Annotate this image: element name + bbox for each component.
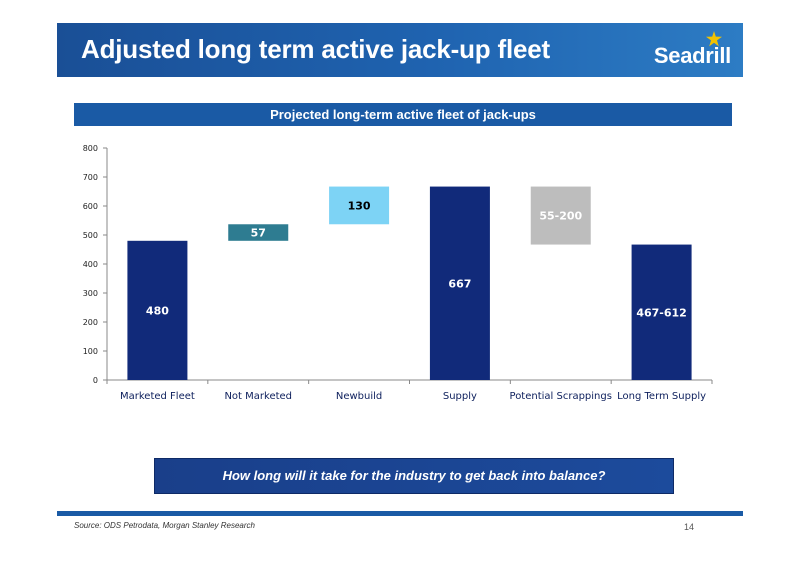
y-tick-label: 800 — [83, 144, 98, 153]
bar — [228, 224, 289, 241]
x-tick-label: Not Marketed — [224, 391, 292, 402]
bar — [329, 186, 390, 225]
y-tick-label: 200 — [83, 318, 98, 327]
x-tick-label: Supply — [443, 391, 477, 402]
bar — [631, 244, 692, 380]
page-number: 14 — [684, 522, 695, 532]
data-label: 55-200 — [539, 210, 582, 223]
data-label: 467-612 — [636, 306, 687, 319]
x-tick-label: Newbuild — [336, 391, 382, 402]
y-tick-label: 300 — [83, 289, 98, 298]
bar — [429, 186, 490, 380]
chart-title: Projected long-term active fleet of jack… — [74, 103, 732, 126]
star-icon — [706, 31, 722, 47]
y-tick-label: 400 — [83, 260, 98, 269]
bar — [530, 186, 591, 245]
header-band: Adjusted long term active jack-up fleet … — [57, 23, 743, 77]
logo-text: Seadrill — [653, 43, 731, 68]
data-label: 667 — [448, 277, 471, 290]
data-label: 57 — [251, 227, 266, 240]
slide-title: Adjusted long term active jack-up fleet — [81, 34, 550, 64]
y-tick-label: 0 — [93, 376, 98, 385]
x-tick-label: Long Term Supply — [617, 391, 706, 402]
y-tick-label: 500 — [83, 231, 98, 240]
data-label: 130 — [348, 199, 371, 212]
seadrill-logo: Seadrill — [631, 31, 731, 69]
question-callout: How long will it take for the industry t… — [154, 458, 674, 494]
source-note: Source: ODS Petrodata, Morgan Stanley Re… — [74, 521, 255, 530]
x-tick-label: Marketed Fleet — [120, 391, 195, 402]
bar — [127, 240, 188, 380]
footer-rule — [57, 511, 743, 516]
y-tick-label: 100 — [83, 347, 98, 356]
y-tick-label: 600 — [83, 202, 98, 211]
y-tick-label: 700 — [83, 173, 98, 182]
data-label: 480 — [146, 304, 169, 317]
x-tick-label: Potential Scrappings — [510, 391, 612, 402]
